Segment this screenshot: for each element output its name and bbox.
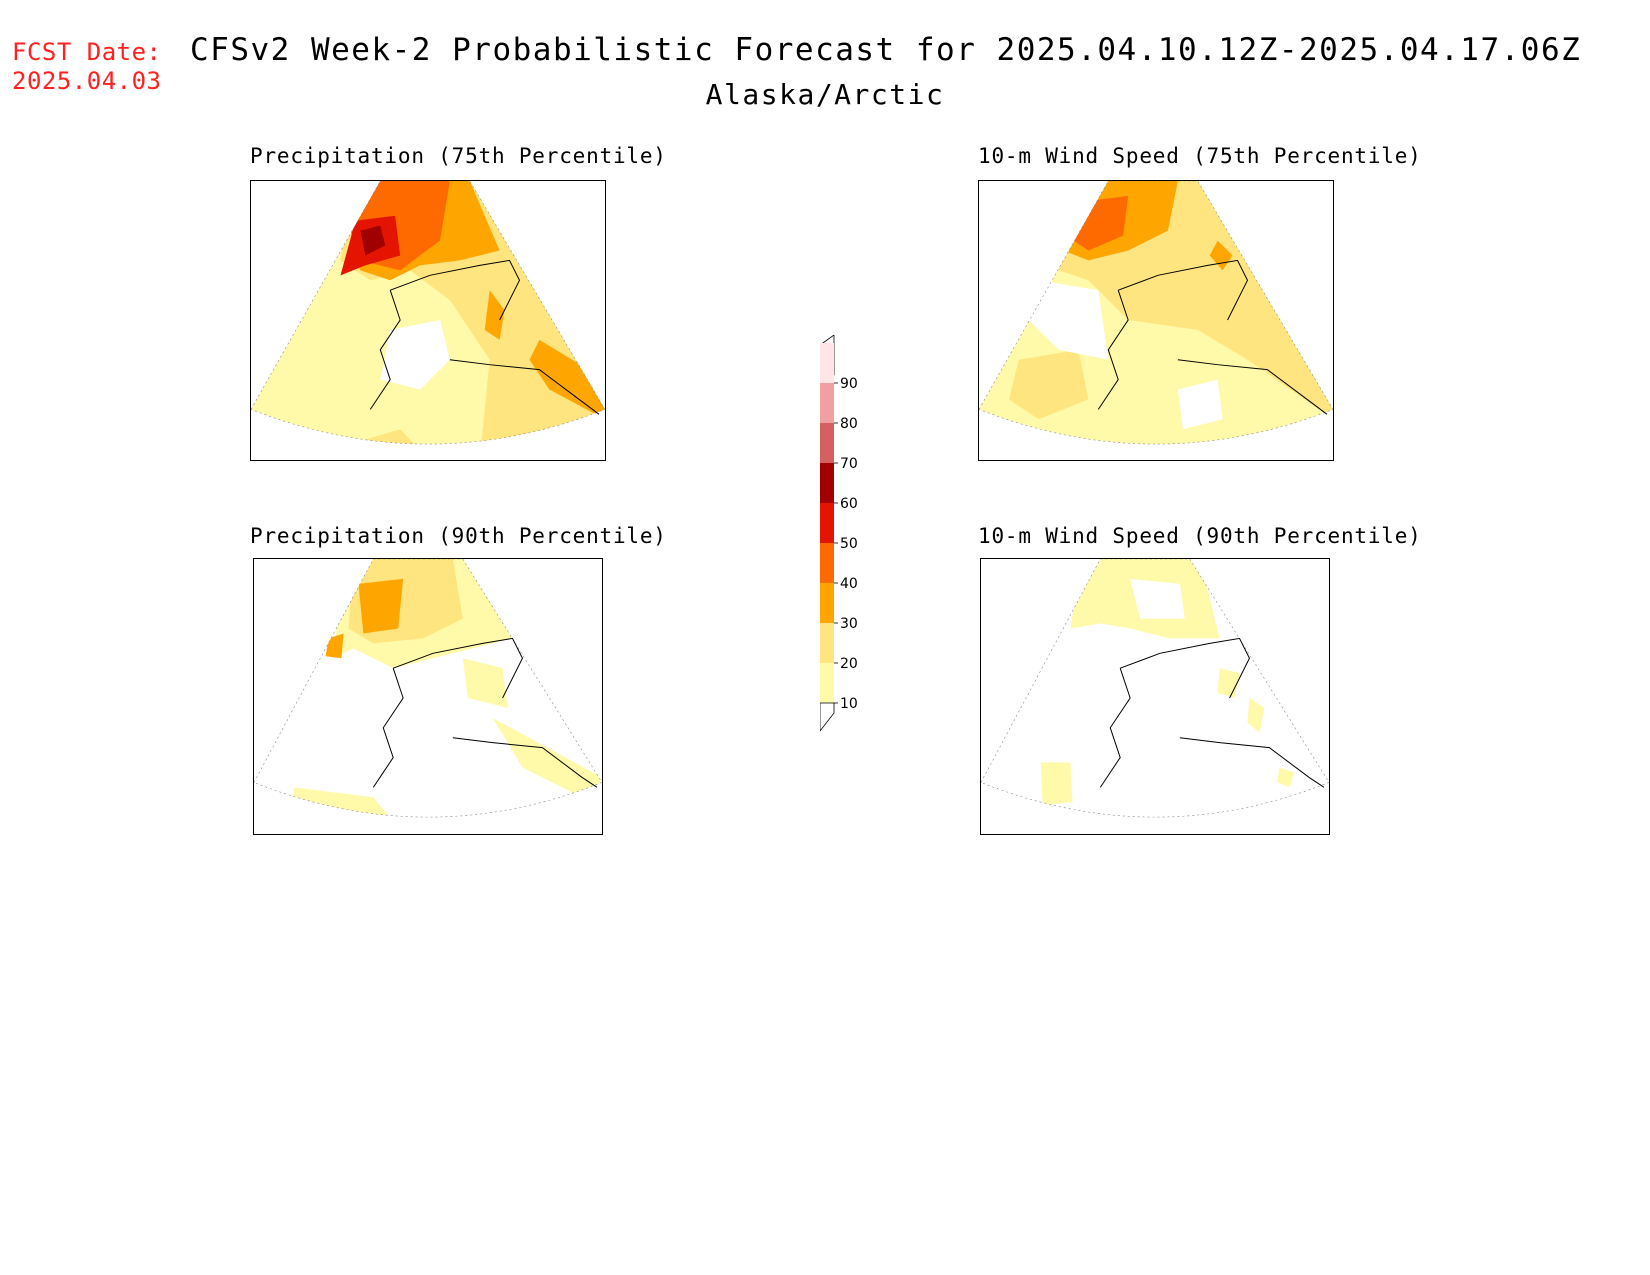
colorbar-bottom-tip (819, 702, 835, 733)
colorbar-segment (820, 503, 834, 543)
colorbar-svg: 10 20 30 40 50 60 70 80 90 (819, 334, 858, 733)
colorbar-tick-label: 10 (840, 696, 858, 712)
region-subtitle: Alaska/Arctic (705, 78, 945, 111)
colorbar-tick-label: 70 (840, 456, 858, 472)
colorbar-segment (820, 383, 834, 423)
forecast-date-label: FCST Date: 2025.04.03 (12, 38, 162, 96)
fcst-date-caption: FCST Date: (12, 38, 162, 66)
panel-title-precip-90: Precipitation (90th Percentile) (250, 524, 667, 548)
panel-title-precip-75: Precipitation (75th Percentile) (250, 144, 667, 168)
colorbar-tick-label: 90 (840, 376, 858, 392)
colorbar-tick-label: 50 (840, 536, 858, 552)
colorbar-segment (820, 583, 834, 623)
colorbar-tick-label: 30 (840, 616, 858, 632)
colorbar-segment (820, 663, 834, 703)
wind-75-map (979, 181, 1333, 445)
colorbar-segment (820, 463, 834, 503)
colorbar-tick-label: 60 (840, 496, 858, 512)
map-panel-precip-75 (250, 180, 606, 461)
map-panel-wind-75 (978, 180, 1334, 461)
panel-title-wind-75: 10-m Wind Speed (75th Percentile) (978, 144, 1422, 168)
precip-90-map (254, 559, 602, 818)
colorbar: 10 20 30 40 50 60 70 80 90 (819, 334, 880, 735)
colorbar-tick-label: 20 (840, 656, 858, 672)
page-title: CFSv2 Week-2 Probabilistic Forecast for … (190, 32, 1582, 68)
colorbar-segment (820, 343, 834, 383)
map-panel-precip-90 (253, 558, 603, 835)
colorbar-segment (820, 543, 834, 583)
colorbar-tick-label: 40 (840, 576, 858, 592)
precip-75-map (251, 181, 605, 445)
colorbar-tick-label: 80 (840, 416, 858, 432)
panel-title-wind-90: 10-m Wind Speed (90th Percentile) (978, 524, 1422, 548)
colorbar-segment (820, 423, 834, 463)
fcst-date-value: 2025.04.03 (12, 67, 162, 95)
wind-90-map (981, 559, 1329, 818)
colorbar-segment (820, 623, 834, 663)
map-panel-wind-90 (980, 558, 1330, 835)
